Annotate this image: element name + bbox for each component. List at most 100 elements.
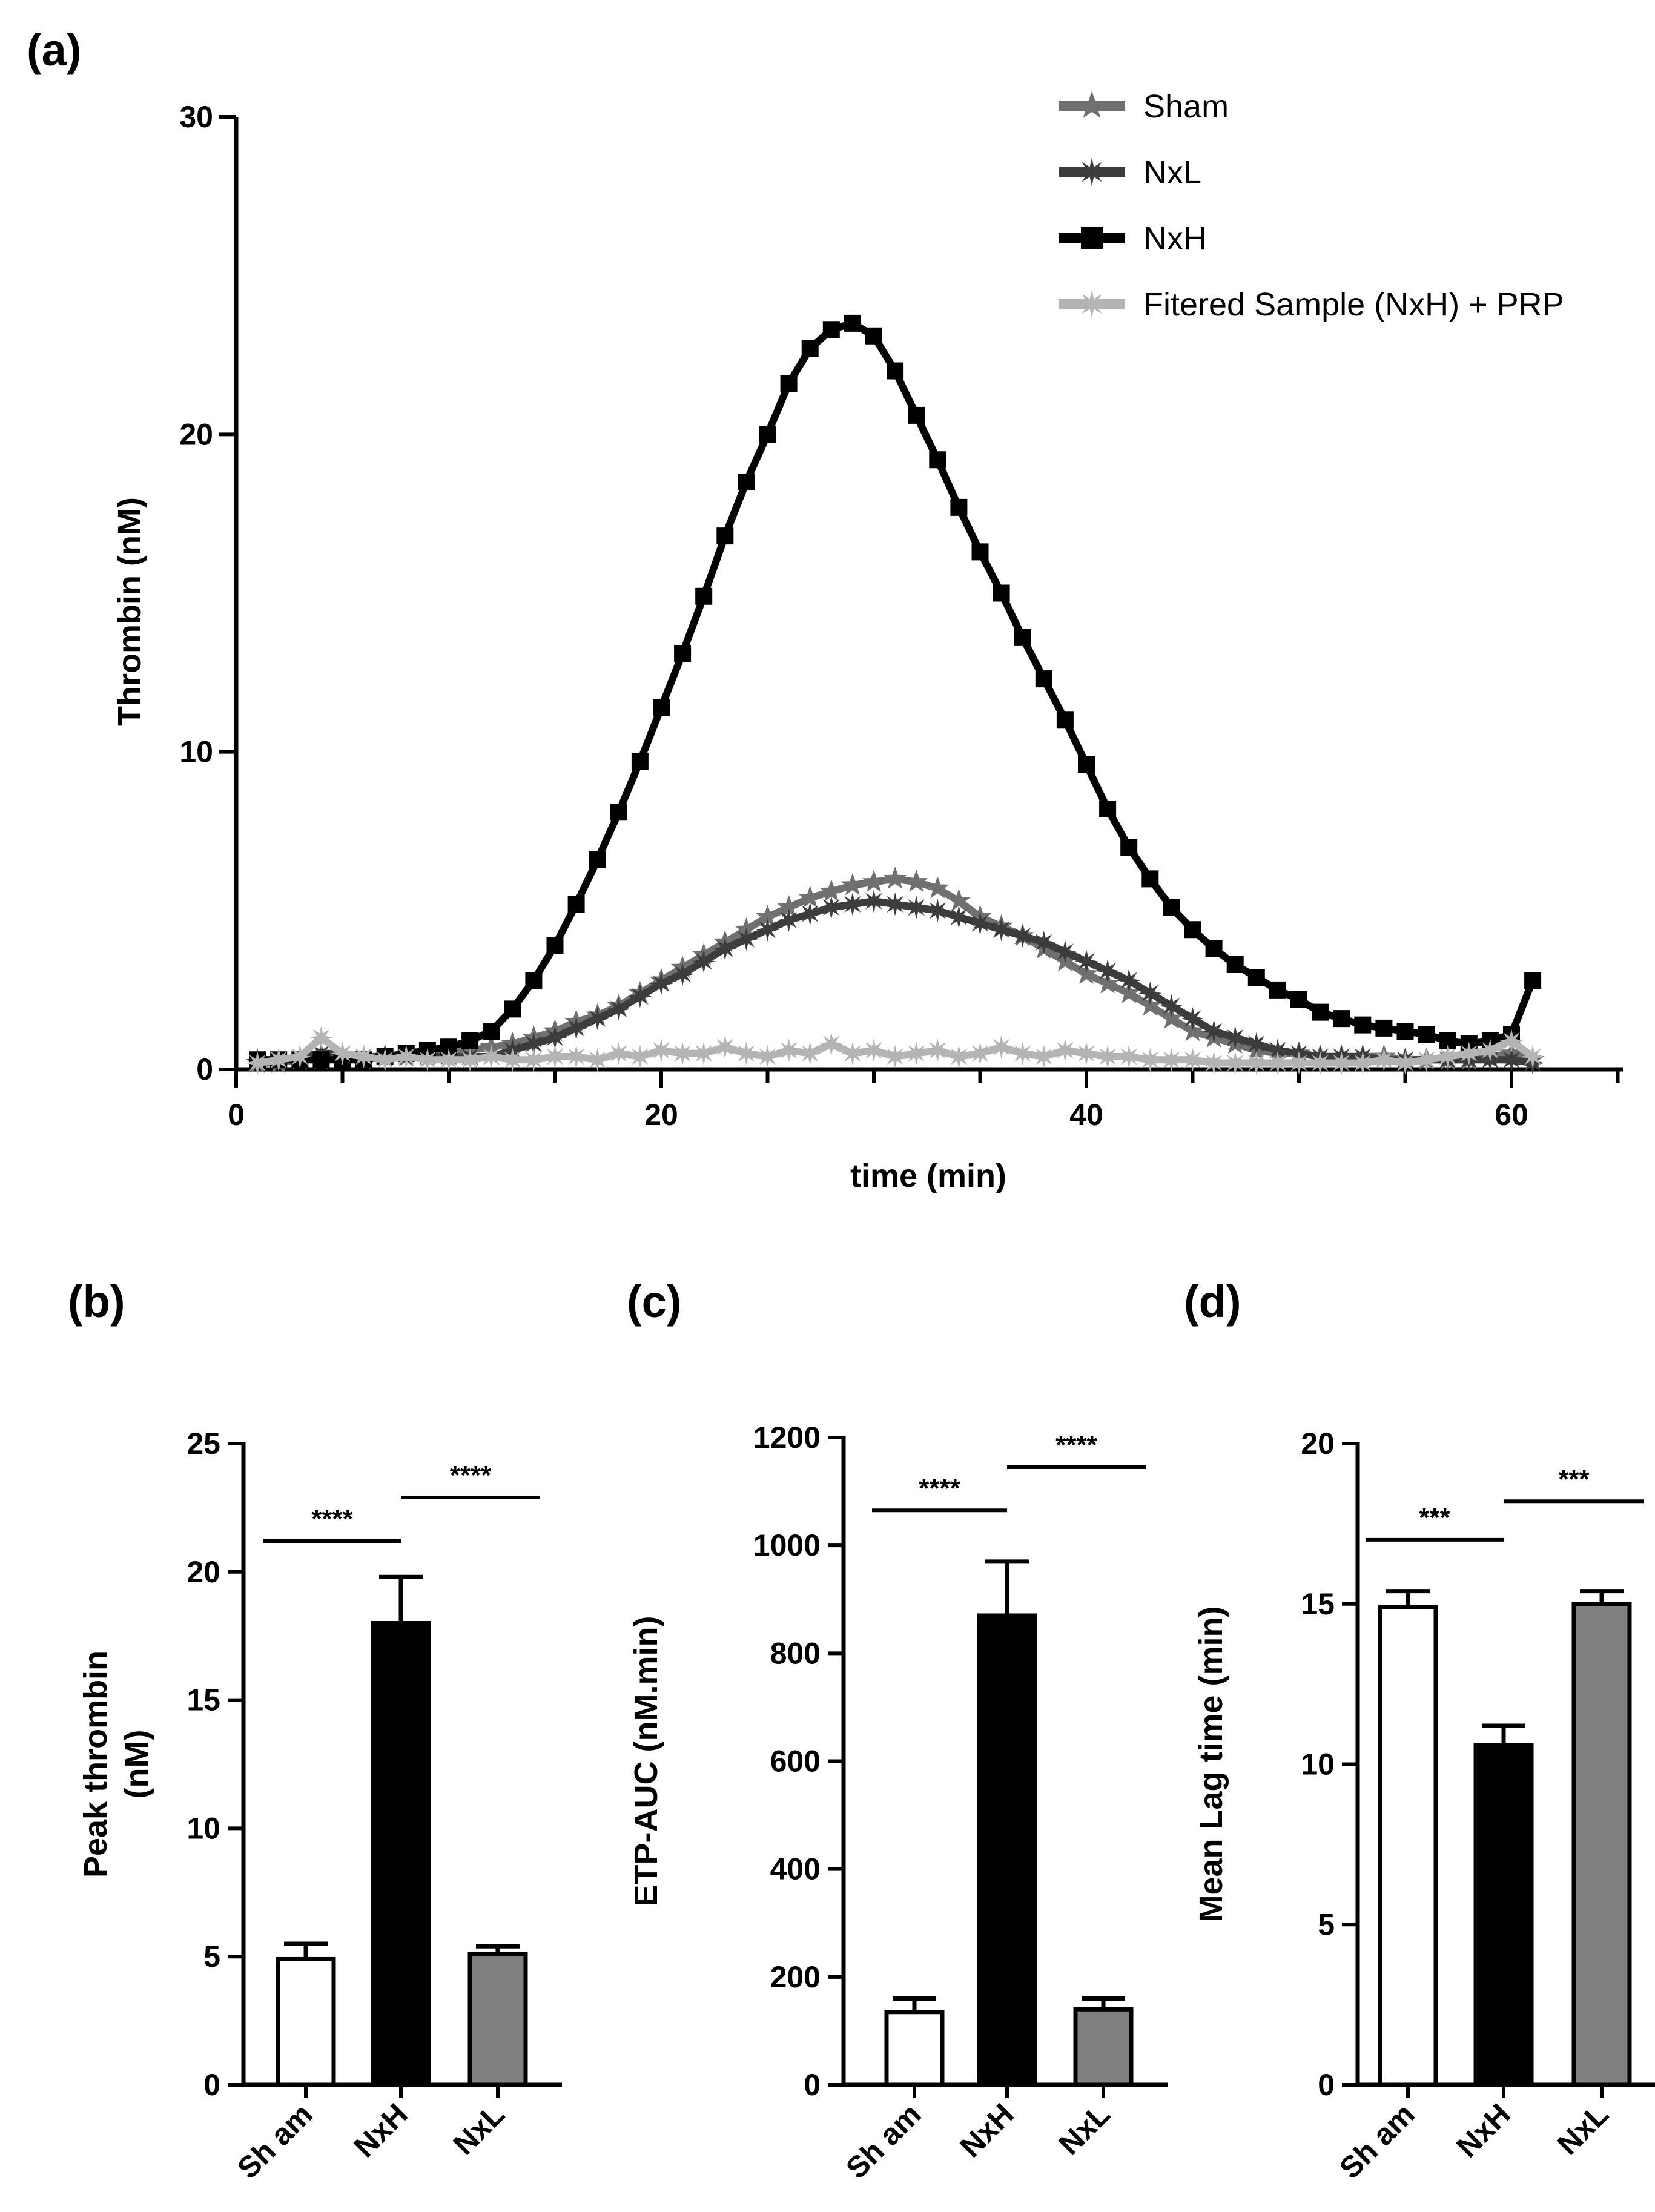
data-point	[1329, 1051, 1353, 1075]
data-point	[1436, 1045, 1460, 1069]
data-point	[1053, 1038, 1077, 1062]
data-point	[692, 949, 716, 974]
data-point	[798, 902, 822, 926]
data-point	[1415, 1048, 1439, 1072]
x-tick-label-a: 0	[228, 1098, 245, 1132]
panel-label-b: (b)	[68, 1276, 125, 1327]
y-tick-label-c: 0	[804, 2068, 821, 2102]
data-point	[993, 584, 1010, 602]
legend-swatch-marker	[1081, 227, 1103, 249]
category-label-b: Sh am	[231, 2097, 319, 2185]
data-point	[312, 1051, 330, 1069]
data-point	[607, 997, 631, 1021]
data-point	[904, 1042, 928, 1066]
data-point	[610, 804, 627, 821]
data-point	[887, 362, 904, 380]
data-point	[649, 1038, 673, 1062]
bar-d-sham	[1378, 1605, 1438, 2087]
data-point	[929, 451, 946, 469]
y-tick-label-c: 800	[770, 1636, 821, 1670]
legend-item: NxH	[1059, 220, 1207, 257]
panel-label-c: (c)	[627, 1276, 681, 1327]
data-point	[777, 908, 801, 933]
category-label-b: NxL	[446, 2097, 510, 2161]
data-point	[1521, 1045, 1545, 1069]
data-point	[1202, 1019, 1226, 1043]
panel-c-plot: 0 200 400 600 800 1000 1200 Sh am NxH NxL **** ****…	[628, 1421, 1168, 2185]
data-point	[777, 895, 801, 917]
data-point	[1247, 968, 1265, 986]
data-point	[1099, 801, 1117, 818]
data-point	[1396, 1023, 1414, 1040]
data-point	[716, 527, 734, 545]
legend-label: Sham	[1143, 88, 1229, 125]
panel-a-legend: Sham NxL NxH Fitered Sample (NxH) + PRP	[1059, 88, 1564, 323]
data-point	[1181, 1048, 1204, 1072]
data-point	[756, 1045, 779, 1069]
y-tick-label-b: 10	[187, 1811, 220, 1845]
data-point	[521, 1032, 546, 1056]
data-point	[1011, 924, 1035, 948]
data-point	[862, 889, 886, 913]
data-point	[653, 699, 670, 716]
data-point	[738, 473, 755, 490]
y-axis-title-a: Thrombin (nM)	[111, 497, 148, 726]
category-label-b: NxH	[347, 2097, 414, 2164]
data-point	[841, 873, 865, 896]
y-tick-label-c: 1000	[753, 1528, 821, 1562]
category-label-d: NxL	[1550, 2097, 1614, 2161]
y-tick-label-a: 10	[179, 735, 213, 769]
significance-label-d: ***	[1419, 1503, 1450, 1533]
y-axis-title-c: ETP-AUC (nM.min)	[628, 1616, 664, 1907]
data-point	[649, 971, 673, 995]
data-point	[734, 927, 758, 951]
y-tick-label-a: 0	[196, 1052, 213, 1086]
y-tick-label-c: 600	[770, 1745, 821, 1778]
data-point	[883, 1045, 907, 1069]
bar-b-sham	[276, 1956, 336, 2087]
data-point	[607, 1042, 631, 1066]
data-point	[589, 851, 606, 868]
data-point	[862, 1038, 886, 1062]
data-point	[458, 1048, 482, 1072]
y-tick-label-b: 15	[187, 1683, 220, 1717]
data-point	[756, 917, 779, 942]
data-point	[904, 870, 928, 892]
y-tick-label-c: 200	[770, 1960, 821, 1994]
data-point	[1312, 1003, 1329, 1021]
data-point	[1244, 1051, 1269, 1075]
data-point	[819, 879, 844, 902]
data-point	[841, 892, 865, 916]
data-point	[1350, 1051, 1375, 1075]
data-point	[1524, 972, 1542, 989]
data-point	[883, 867, 907, 889]
bar-b-nxh	[371, 1621, 431, 2087]
data-point	[1205, 940, 1223, 957]
data-point	[1478, 1038, 1502, 1062]
panel-label-d: (d)	[1184, 1276, 1241, 1327]
legend-item: NxL	[1059, 154, 1201, 191]
data-point	[1375, 1019, 1393, 1037]
data-point	[628, 1045, 652, 1069]
legend-swatch-marker	[1077, 289, 1106, 319]
data-point	[521, 1048, 546, 1072]
y-tick-label-d: 15	[1301, 1587, 1335, 1621]
series-nxh	[249, 314, 1542, 1069]
data-point	[968, 1042, 992, 1066]
data-point	[841, 1042, 865, 1066]
bar-c-nxh	[977, 1613, 1037, 2087]
y-tick-label-d: 0	[1318, 2068, 1335, 2102]
y-axis-title-b: Peak thrombin	[78, 1651, 114, 1878]
data-point	[971, 543, 989, 561]
y-tick-label-c: 400	[770, 1852, 821, 1886]
data-point	[989, 1035, 1014, 1059]
data-point	[415, 1048, 440, 1072]
series-fitered-sample-nxh-prp	[245, 1026, 1545, 1075]
data-point	[1457, 1042, 1481, 1066]
data-point	[564, 1045, 589, 1069]
x-axis-title-a: time (min)	[850, 1158, 1006, 1194]
data-point	[1053, 940, 1077, 964]
data-point	[1223, 1026, 1247, 1050]
data-point	[564, 1016, 589, 1040]
panel-d-bar-chart: (d) 0 5 10 15 20 Sh am NxH NxL *** *** Mean Lag ti…	[1184, 1276, 1655, 2185]
